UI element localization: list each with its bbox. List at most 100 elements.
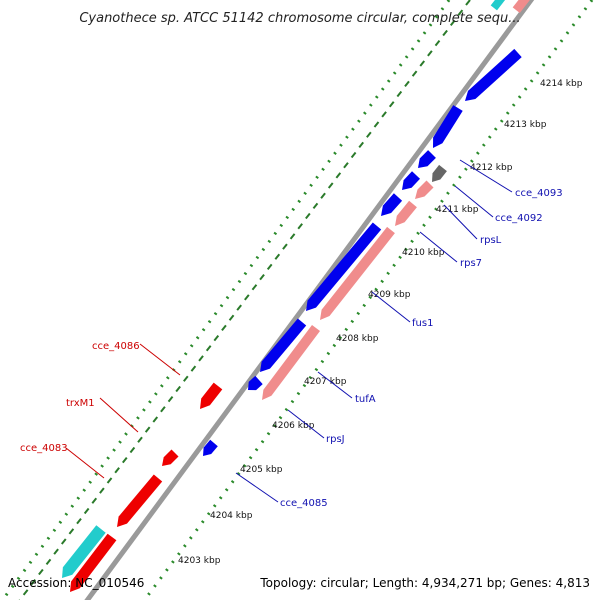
tick-label: 4211 kbp xyxy=(436,205,479,215)
gene-arrow-grey[interactable] xyxy=(432,164,447,182)
tick-label: 4203 kbp xyxy=(178,556,221,566)
minor-tick xyxy=(198,355,204,362)
gene-track xyxy=(62,48,522,592)
gene-arrow-tufa[interactable] xyxy=(260,318,307,373)
gene-arrow-cce-4086[interactable] xyxy=(200,382,223,409)
minor-tick xyxy=(427,50,433,57)
gene-arrow-cce-4094[interactable] xyxy=(433,105,463,148)
accession-text: Accession: NC_010546 xyxy=(8,576,144,590)
tick-label: 4207 kbp xyxy=(304,377,347,387)
minor-tick xyxy=(45,558,52,565)
minor-tick xyxy=(228,314,235,321)
minor-tick xyxy=(60,538,67,545)
tick-label: 4204 kbp xyxy=(210,511,253,521)
map-title: Cyanothece sp. ATCC 51142 chromosome cir… xyxy=(79,11,520,26)
gene-arrow-trxm1[interactable] xyxy=(162,449,179,467)
gene-arrow-pink-1[interactable] xyxy=(415,180,434,200)
label-leader-line xyxy=(139,343,181,376)
gene-label-fus1[interactable]: fus1 xyxy=(412,318,433,329)
minor-tick xyxy=(68,528,75,535)
minor-tick xyxy=(137,436,143,443)
minor-tick xyxy=(190,365,197,372)
gene-label-rpsj[interactable]: rpsJ xyxy=(326,434,345,445)
tick-label: 4213 kbp xyxy=(504,120,547,130)
minor-tick xyxy=(76,518,82,525)
minor-tick xyxy=(297,223,303,230)
minor-tick xyxy=(22,589,29,596)
gene-label-cce-4093[interactable]: cce_4093 xyxy=(515,188,563,199)
minor-tick xyxy=(442,29,448,37)
gene-label-cce-4083[interactable]: cce_4083 xyxy=(20,443,68,454)
minor-tick xyxy=(411,70,418,77)
minor-tick xyxy=(83,507,90,515)
minor-tick xyxy=(53,548,59,555)
minor-tick xyxy=(121,457,128,464)
gene-label-trxm1[interactable]: trxM1 xyxy=(66,398,95,409)
minor-tick xyxy=(305,212,311,220)
label-leader-line xyxy=(317,371,353,399)
minor-tick xyxy=(274,253,281,260)
minor-tick xyxy=(327,182,334,189)
minor-tick xyxy=(388,101,395,108)
gene-arrow-pink-4[interactable] xyxy=(262,325,320,400)
tick-label: 4208 kbp xyxy=(336,334,379,344)
gene-label-cce-4086[interactable]: cce_4086 xyxy=(92,341,140,352)
label-leader-line xyxy=(459,159,513,193)
minor-tick xyxy=(449,19,456,26)
gene-top-red xyxy=(512,0,533,13)
minor-tick xyxy=(404,80,410,87)
minor-tick xyxy=(205,345,212,352)
minor-tick xyxy=(289,233,296,240)
gene-label-cce-4085[interactable]: cce_4085 xyxy=(280,498,328,509)
gene-arrow-small[interactable] xyxy=(248,375,263,391)
minor-tick xyxy=(381,111,387,118)
gene-arrow-cce-4085[interactable] xyxy=(203,439,218,456)
gene-arrow-pink-2[interactable] xyxy=(395,200,417,226)
gene-arrow-rpsl[interactable] xyxy=(381,193,403,216)
label-leader-line xyxy=(419,231,458,263)
gene-label-tufa[interactable]: tufA xyxy=(355,394,376,405)
gene-arrow-cce-4092[interactable] xyxy=(402,171,420,190)
minor-tick xyxy=(106,477,113,484)
label-leader-line xyxy=(235,472,279,503)
minor-tick xyxy=(99,487,105,494)
minor-tick xyxy=(221,324,227,332)
gene-label-cce-4092[interactable]: cce_4092 xyxy=(495,213,543,224)
minor-tick xyxy=(160,406,166,413)
gene-arrow-cyan-bottom[interactable] xyxy=(62,525,106,578)
tick-label: 4206 kbp xyxy=(272,421,315,431)
minor-tick xyxy=(38,568,44,576)
minor-tick xyxy=(419,60,426,67)
minor-tick xyxy=(251,284,258,291)
minor-tick xyxy=(282,243,288,250)
gene-arrow-rps7-fus1[interactable] xyxy=(306,222,382,312)
gene-arrow-cce-4095[interactable] xyxy=(465,48,522,101)
tick-track: 4203 kbp 4204 kbp 4205 kbp 4206 kbp 4207 kbp… xyxy=(18,0,583,600)
minor-tick xyxy=(358,141,365,148)
minor-tick xyxy=(335,172,342,179)
outer-dotted-track xyxy=(142,0,594,600)
gene-label-rpsl[interactable]: rpsL xyxy=(480,235,502,246)
minor-tick xyxy=(396,90,403,98)
tick-label: 4212 kbp xyxy=(470,163,513,173)
gene-label-rps7[interactable]: rps7 xyxy=(460,258,482,269)
label-leader-line xyxy=(443,204,478,240)
minor-tick xyxy=(129,446,136,454)
tick-label: 4210 kbp xyxy=(402,248,445,258)
label-leader-line xyxy=(371,291,411,323)
minor-tick xyxy=(114,467,120,474)
tick-label: 4209 kbp xyxy=(368,290,411,300)
minor-tick xyxy=(320,192,326,199)
minor-tick xyxy=(259,273,265,281)
label-leader-line xyxy=(287,409,325,439)
minor-tick xyxy=(457,9,464,16)
label-leader-line xyxy=(65,447,105,479)
minor-tick xyxy=(236,304,242,311)
minor-tick xyxy=(373,121,380,128)
gene-arrow-red-bottom[interactable] xyxy=(70,533,117,592)
gene-arrow-cce-4093[interactable] xyxy=(418,150,436,168)
gene-arrow-pink-3[interactable] xyxy=(320,226,395,320)
gene-arrow-cce-4083[interactable] xyxy=(117,474,163,528)
minor-tick xyxy=(465,0,471,6)
tick-label: 4205 kbp xyxy=(240,465,283,475)
